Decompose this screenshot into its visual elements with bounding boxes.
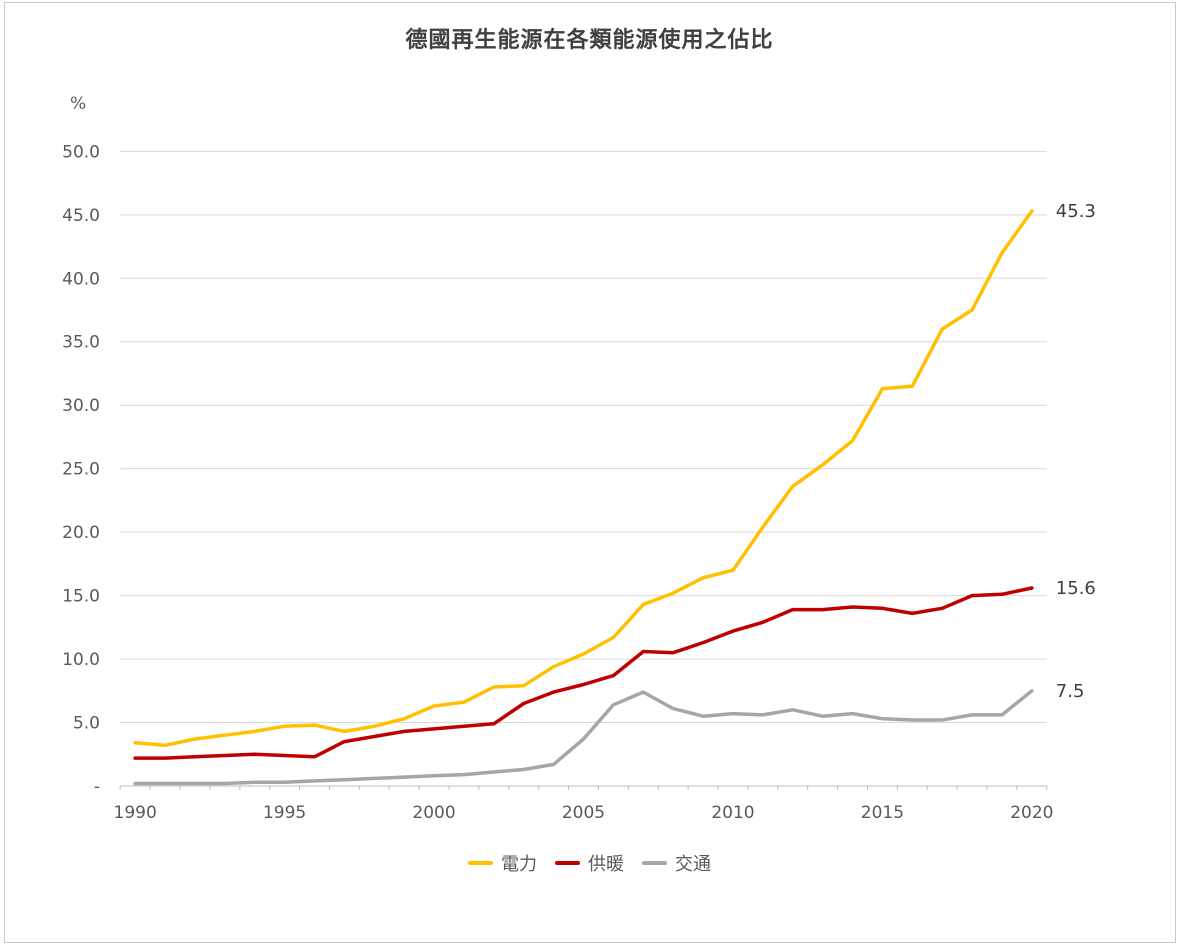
x-axis-tick-label: 1990 <box>114 803 157 823</box>
series-end-label-electricity: 45.3 <box>1056 201 1096 222</box>
y-axis-tick-label: 20.0 <box>62 523 100 543</box>
y-axis-tick-label: 35.0 <box>62 333 100 353</box>
y-axis-tick-label: 15.0 <box>62 587 100 607</box>
legend-label-heating: 供暖 <box>588 854 624 875</box>
x-axis-tick-label: 2020 <box>1010 803 1053 823</box>
series-line-electricity <box>133 209 1034 748</box>
x-axis-tick-label: 2000 <box>412 803 455 823</box>
legend-label-transport: 交通 <box>675 854 711 875</box>
y-axis-tick-label: 25.0 <box>62 460 100 480</box>
y-axis-tick-label: 5.0 <box>73 714 100 734</box>
series-end-label-transport: 7.5 <box>1056 681 1085 702</box>
y-axis-tick-label: - <box>94 777 100 797</box>
y-axis-unit-label: % <box>70 94 87 114</box>
legend-item-electricity: 電力 <box>468 850 537 876</box>
y-axis-tick-label: 30.0 <box>62 396 100 416</box>
legend-swatch-electricity <box>468 861 493 865</box>
legend-swatch-transport <box>642 861 667 865</box>
series-line-transport <box>133 689 1034 786</box>
y-axis-tick-label: 40.0 <box>62 269 100 289</box>
legend-item-transport: 交通 <box>642 850 711 876</box>
legend-item-heating: 供暖 <box>555 850 624 876</box>
legend-label-electricity: 電力 <box>501 854 537 875</box>
chart-title: 德國再生能源在各類能源使用之佔比 <box>405 28 774 53</box>
legend-swatch-heating <box>555 861 580 865</box>
legend: 電力 供暖 交通 <box>0 850 1179 876</box>
x-axis-tick-label: 1995 <box>263 803 306 823</box>
y-axis-tick-label: 50.0 <box>62 142 100 162</box>
x-axis-tick-label: 2015 <box>861 803 904 823</box>
y-axis-tick-label: 45.0 <box>62 206 100 226</box>
y-axis-tick-label: 10.0 <box>62 650 100 670</box>
series-line-heating <box>133 586 1034 760</box>
x-axis-tick-label: 2010 <box>711 803 754 823</box>
x-axis-tick-label: 2005 <box>562 803 605 823</box>
series-end-label-heating: 15.6 <box>1056 578 1096 599</box>
